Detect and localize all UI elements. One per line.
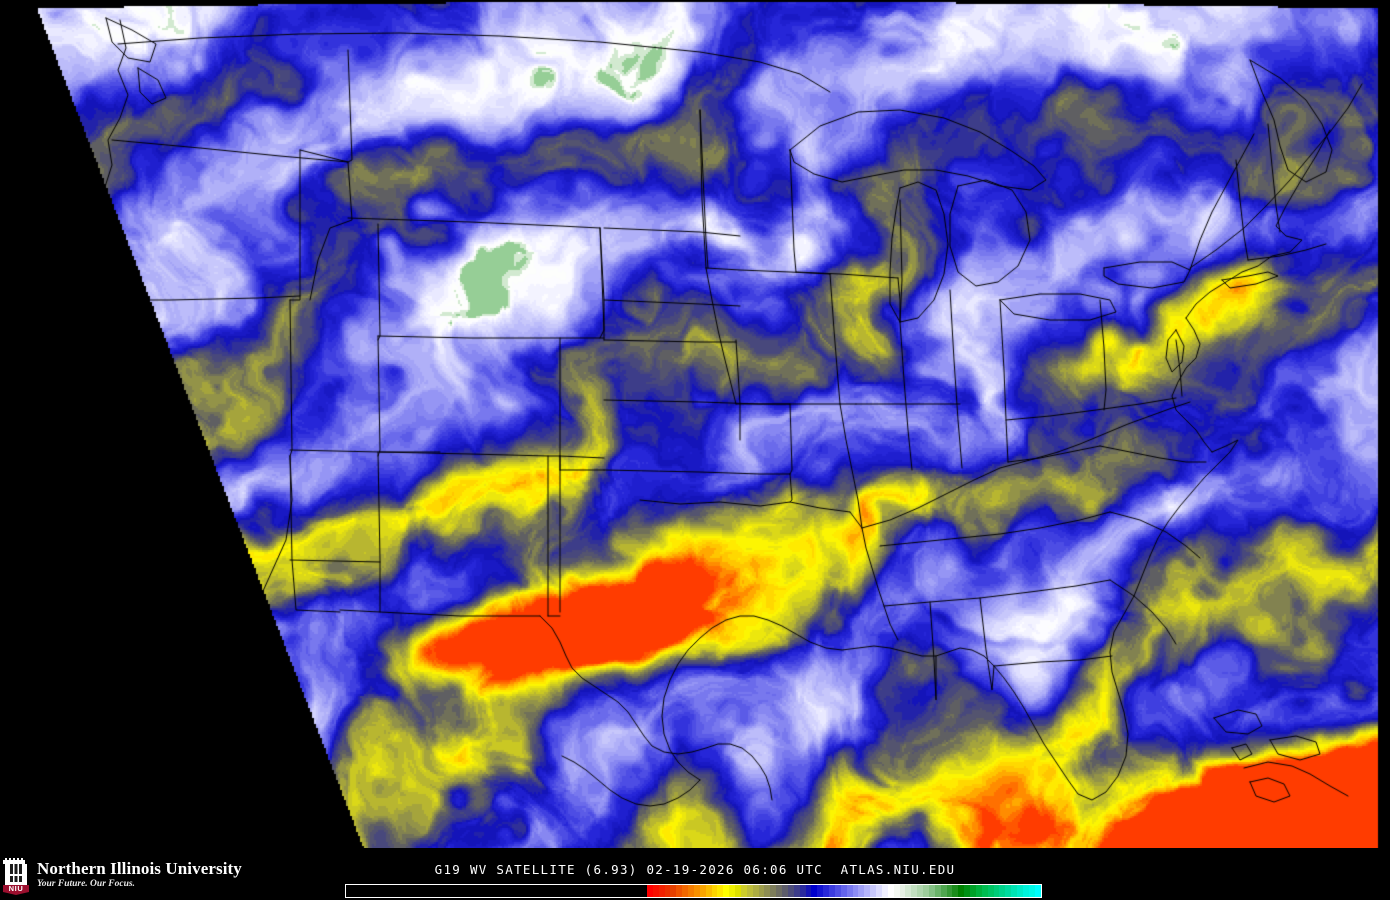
color-scale-segments [646,885,1041,897]
color-scale-segment [723,885,730,897]
color-scale-segment [981,885,988,897]
color-scale-segment [717,885,724,897]
color-scale-segment [699,885,706,897]
color-scale-segment [799,885,806,897]
color-scale-segment [893,885,900,897]
color-scale-segment [811,885,818,897]
color-scale-segment [1034,885,1041,897]
product-caption: G19 WV SATELLITE (6.93) 02-19-2026 06:06… [434,862,956,877]
color-scale-segment [817,885,824,897]
color-scale-segment [1011,885,1018,897]
color-scale-segment [1017,885,1023,897]
color-scale-segment [858,885,865,897]
color-scale-segment [711,885,718,897]
color-scale-segment [870,885,877,897]
color-scale-segment [693,885,700,897]
color-scale-segment [646,885,653,897]
color-scale-segment [952,885,959,897]
color-scale-segment [652,885,659,897]
color-scale-segment [676,885,683,897]
color-scale-segment [928,885,935,897]
color-scale-segment [782,885,788,897]
color-scale-segment [887,885,894,897]
color-scale-segment [958,885,965,897]
niu-castle-shield-icon: NIU [2,855,30,895]
color-scale-segment [970,885,976,897]
color-scale-segment [805,885,812,897]
color-scale-segment [752,885,759,897]
color-scale-segment [940,885,947,897]
color-scale-segment [934,885,941,897]
color-scale-segment [993,885,1000,897]
niu-logo: NIU Northern Illinois University Your Fu… [2,854,252,896]
color-scale-segment [864,885,871,897]
color-scale-segment [846,885,853,897]
color-scale-segment [682,885,689,897]
color-scale-segment [758,885,765,897]
water-vapor-raster [0,0,1390,848]
color-scale-segment [905,885,912,897]
color-scale-segment [987,885,994,897]
color-scale-segment [793,885,800,897]
color-scale-segment [1028,885,1035,897]
color-scale-bar [345,884,1042,898]
color-scale-segment [740,885,747,897]
university-tagline: Your Future. Our Focus. [37,879,135,890]
color-scale-segment [729,885,736,897]
color-scale-segment [735,885,741,897]
satellite-image-area [0,0,1390,848]
niu-wordmark: Northern Illinois University Your Future… [37,860,242,890]
color-scale-segment [688,885,694,897]
color-scale-segment [840,885,847,897]
svg-text:NIU: NIU [9,884,24,893]
color-scale-segment [834,885,841,897]
color-scale-segment [746,885,753,897]
color-scale-segment [770,885,777,897]
color-scale-segment [876,885,882,897]
color-scale-segment [823,885,830,897]
color-scale-segment [999,885,1006,897]
color-scale-segment [946,885,953,897]
color-scale-segment [911,885,918,897]
color-scale-segment [1022,885,1029,897]
color-scale-segment [964,885,971,897]
color-scale-segment [899,885,906,897]
university-name: Northern Illinois University [37,859,242,879]
color-scale-segment [852,885,859,897]
color-scale-segment [764,885,771,897]
color-scale-segment [1005,885,1012,897]
color-scale-segment [776,885,783,897]
color-scale-black-region [346,885,647,897]
color-scale-segment [881,885,888,897]
color-scale-segment [670,885,677,897]
color-scale-segment [917,885,924,897]
color-scale-segment [923,885,929,897]
color-scale-segment [658,885,665,897]
color-scale-segment [829,885,835,897]
color-scale-segment [705,885,712,897]
color-scale-segment [975,885,982,897]
color-scale-segment [787,885,794,897]
color-scale-segment [664,885,671,897]
